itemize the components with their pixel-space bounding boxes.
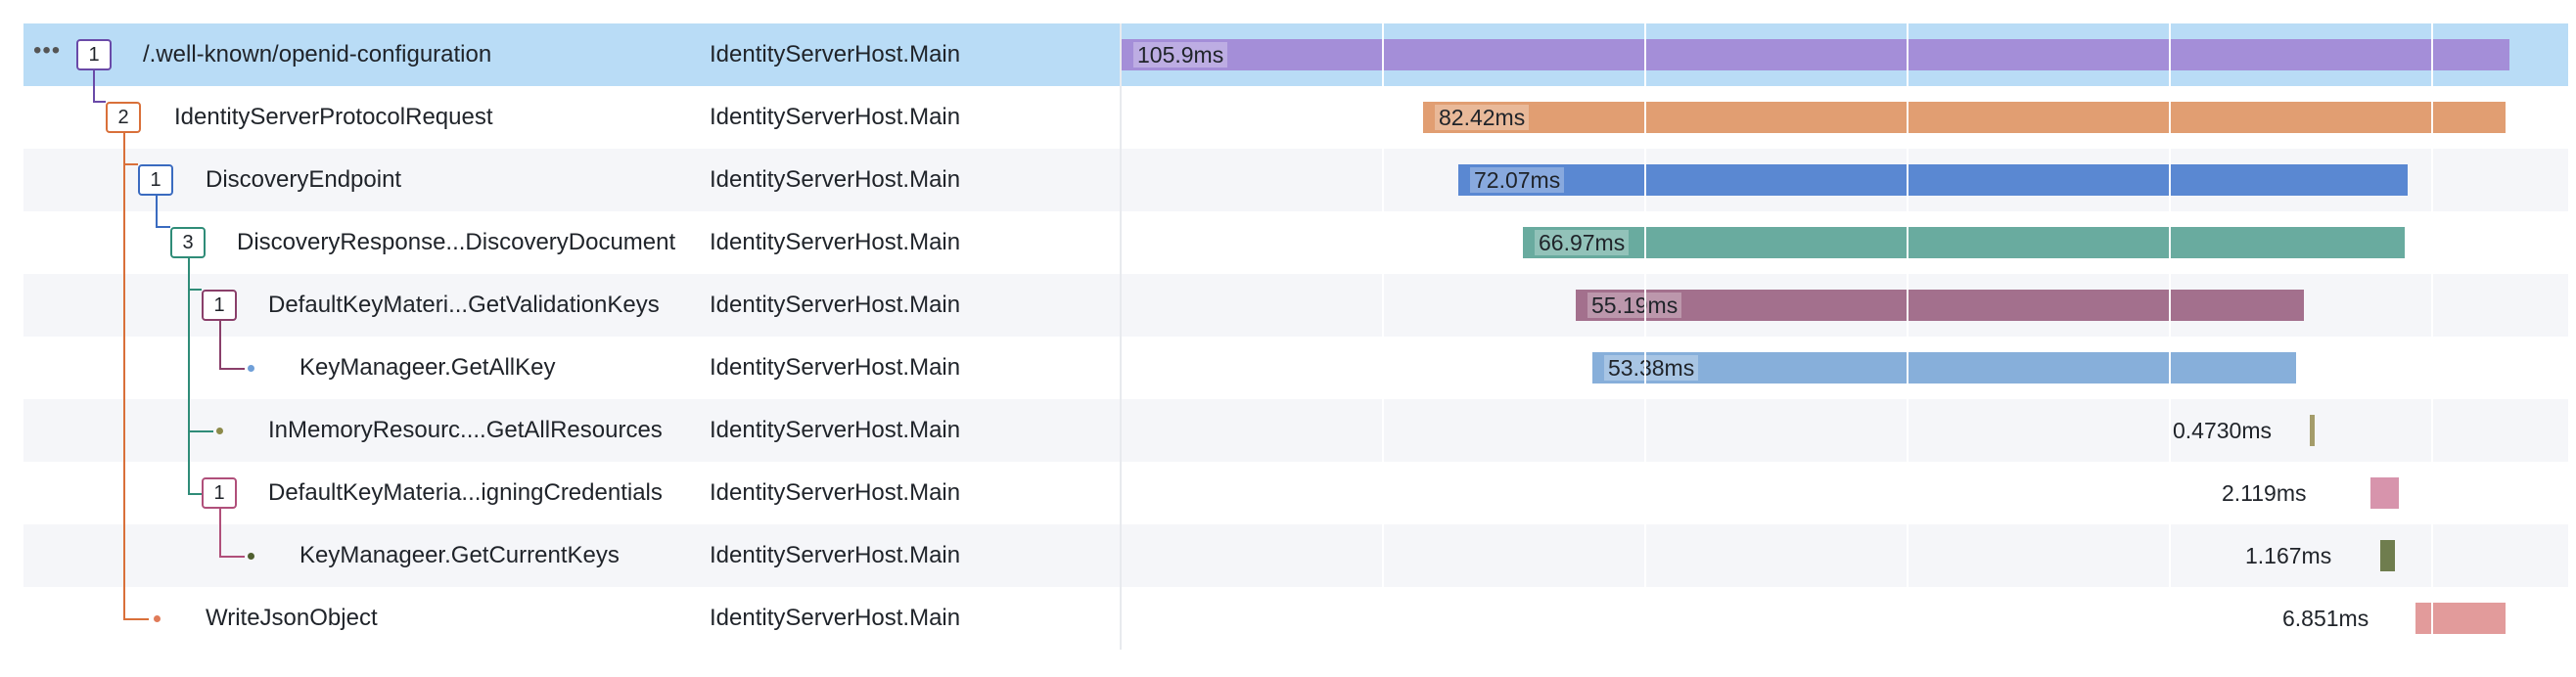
span-duration: 105.9ms bbox=[1133, 42, 1228, 68]
span-service: IdentityServerHost.Main bbox=[710, 417, 961, 443]
span-duration-bar[interactable] bbox=[2370, 477, 2399, 509]
span-duration-bar[interactable]: 55.19ms bbox=[1576, 290, 2304, 321]
span-duration: 1.167ms bbox=[2245, 543, 2332, 568]
span-row[interactable]: InMemoryResourc....GetAllResources Ident… bbox=[23, 399, 2568, 462]
leaf-span-dot bbox=[216, 428, 223, 434]
child-count-badge[interactable]: 1 bbox=[202, 290, 237, 321]
tree-connector bbox=[219, 368, 245, 370]
span-duration: 66.97ms bbox=[1535, 230, 1630, 255]
span-name: DefaultKeyMateri...GetValidationKeys bbox=[268, 292, 660, 318]
more-icon[interactable]: ••• bbox=[33, 37, 62, 64]
span-name: KeyManageer.GetAllKey bbox=[299, 354, 556, 381]
span-service: IdentityServerHost.Main bbox=[710, 354, 961, 381]
span-service: IdentityServerHost.Main bbox=[710, 479, 961, 506]
span-name: InMemoryResourc....GetAllResources bbox=[268, 417, 663, 443]
span-row[interactable]: 1 DiscoveryEndpoint IdentityServerHost.M… bbox=[23, 149, 2568, 211]
span-name: /.well-known/openid-configuration bbox=[143, 41, 492, 68]
span-duration-bar[interactable] bbox=[2380, 540, 2395, 571]
timeline-gridline bbox=[1644, 23, 1646, 650]
span-duration-bar[interactable]: 66.97ms bbox=[1523, 227, 2405, 258]
timeline-gridline bbox=[1382, 23, 1384, 650]
span-service: IdentityServerHost.Main bbox=[710, 542, 961, 568]
span-service: IdentityServerHost.Main bbox=[710, 229, 961, 255]
span-duration-bar[interactable]: 72.07ms bbox=[1458, 164, 2408, 196]
span-row[interactable]: KeyManageer.GetAllKey IdentityServerHost… bbox=[23, 337, 2568, 399]
tree-connector bbox=[188, 493, 202, 495]
tree-connector bbox=[156, 196, 158, 227]
span-duration: 82.42ms bbox=[1435, 105, 1530, 130]
span-name: IdentityServerProtocolRequest bbox=[174, 104, 493, 130]
span-row[interactable]: 1 DefaultKeyMateria...igningCredentials … bbox=[23, 462, 2568, 524]
tree-connector bbox=[156, 226, 170, 228]
tree-connector bbox=[219, 556, 245, 558]
span-duration: 53.38ms bbox=[1604, 355, 1699, 381]
span-duration-bar[interactable]: 53.38ms bbox=[1592, 352, 2296, 384]
span-duration: 6.851ms bbox=[2282, 606, 2369, 631]
span-service: IdentityServerHost.Main bbox=[710, 104, 961, 130]
span-row[interactable]: ••• 1 /.well-known/openid-configuration … bbox=[23, 23, 2568, 86]
timeline-gridline bbox=[2431, 23, 2433, 650]
span-name: DefaultKeyMateria...igningCredentials bbox=[268, 479, 663, 506]
tree-connector bbox=[123, 163, 138, 165]
span-duration-bar[interactable]: 105.9ms bbox=[1122, 39, 2509, 70]
child-count-badge[interactable]: 2 bbox=[106, 102, 141, 133]
span-service: IdentityServerHost.Main bbox=[710, 605, 961, 631]
timeline-gridline bbox=[2169, 23, 2171, 650]
span-duration: 0.4730ms bbox=[2173, 418, 2273, 443]
trace-waterfall: ••• 1 /.well-known/openid-configuration … bbox=[23, 23, 2568, 650]
tree-connector bbox=[188, 430, 213, 432]
tree-connector bbox=[219, 321, 221, 369]
leaf-span-dot bbox=[248, 365, 254, 372]
child-count-badge[interactable]: 3 bbox=[170, 227, 206, 258]
span-service: IdentityServerHost.Main bbox=[710, 166, 961, 193]
tree-connector bbox=[123, 133, 125, 619]
leaf-span-dot bbox=[248, 553, 254, 560]
span-name: DiscoveryEndpoint bbox=[206, 166, 402, 193]
span-duration-bar[interactable] bbox=[2310, 415, 2315, 446]
span-duration-bar[interactable]: 82.42ms bbox=[1423, 102, 2506, 133]
tree-connector bbox=[93, 70, 95, 102]
span-duration: 72.07ms bbox=[1470, 167, 1565, 193]
span-duration: 2.119ms bbox=[2222, 480, 2307, 506]
span-row[interactable]: KeyManageer.GetCurrentKeys IdentityServe… bbox=[23, 524, 2568, 587]
span-row[interactable]: 2 IdentityServerProtocolRequest Identity… bbox=[23, 86, 2568, 149]
span-row[interactable]: 3 DiscoveryResponse...DiscoveryDocument … bbox=[23, 211, 2568, 274]
leaf-span-dot bbox=[154, 615, 161, 622]
span-name: WriteJsonObject bbox=[206, 605, 378, 631]
span-name: KeyManageer.GetCurrentKeys bbox=[299, 542, 620, 568]
tree-connector bbox=[219, 509, 221, 557]
span-service: IdentityServerHost.Main bbox=[710, 41, 961, 68]
span-service: IdentityServerHost.Main bbox=[710, 292, 961, 318]
child-count-badge[interactable]: 1 bbox=[202, 477, 237, 509]
child-count-badge[interactable]: 1 bbox=[76, 39, 112, 70]
span-row[interactable]: WriteJsonObject IdentityServerHost.Main … bbox=[23, 587, 2568, 650]
tree-connector bbox=[188, 258, 190, 494]
span-row[interactable]: 1 DefaultKeyMateri...GetValidationKeys I… bbox=[23, 274, 2568, 337]
span-duration-bar[interactable] bbox=[2415, 603, 2506, 634]
child-count-badge[interactable]: 1 bbox=[138, 164, 173, 196]
timeline-start-divider bbox=[1120, 23, 1122, 650]
tree-connector bbox=[93, 101, 106, 103]
span-name: DiscoveryResponse...DiscoveryDocument bbox=[237, 229, 676, 255]
tree-connector bbox=[188, 289, 202, 291]
tree-connector bbox=[123, 618, 149, 620]
span-duration: 55.19ms bbox=[1587, 293, 1682, 318]
timeline-gridline bbox=[1907, 23, 1909, 650]
